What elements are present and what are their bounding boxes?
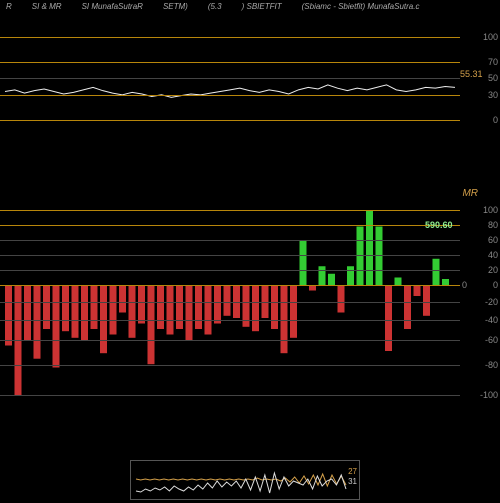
mr-axis-label: 20 [488, 265, 498, 275]
mr-axis-label: 80 [488, 220, 498, 230]
rsi-gridline [0, 62, 460, 63]
mr-zero-right: 0 [462, 280, 467, 290]
mr-gridline [0, 255, 460, 256]
mr-gridline [0, 240, 460, 241]
mr-label: MR [462, 188, 478, 199]
mr-gridline [0, 210, 460, 211]
mr-gridline [0, 365, 460, 366]
rsi-gridline [0, 37, 460, 38]
mr-gridline [0, 395, 460, 396]
mr-gridline [0, 340, 460, 341]
rsi-gridline [0, 78, 460, 79]
mr-gridline [0, 285, 460, 286]
rsi-axis-label: 100 [483, 32, 498, 42]
mr-high-value: 590.60 [425, 220, 453, 230]
mr-axis-label: 60 [488, 235, 498, 245]
mr-axis-label: -20 [485, 297, 498, 307]
rsi-current-value: 55.31 [460, 69, 483, 79]
mr-axis-label: -100 [480, 390, 498, 400]
bottom-indicator-panel: 27 31 [130, 460, 360, 500]
mr-axis-label: -40 [485, 315, 498, 325]
rsi-gridline [0, 120, 460, 121]
rsi-gridline [0, 95, 460, 96]
bottom-value-1: 27 [348, 467, 357, 476]
mr-gridline [0, 225, 460, 226]
bottom-chart [131, 461, 361, 501]
mr-axis-label: 0 [493, 280, 498, 290]
mr-axis-label: 40 [488, 250, 498, 260]
mr-gridline [0, 270, 460, 271]
rsi-axis-label: 0 [493, 115, 498, 125]
rsi-axis-label: 70 [488, 57, 498, 67]
rsi-axis-label: 30 [488, 90, 498, 100]
mr-axis-label: -80 [485, 360, 498, 370]
mr-gridline [0, 320, 460, 321]
mr-axis-label: -60 [485, 335, 498, 345]
mr-axis-label: 100 [483, 205, 498, 215]
mr-gridline [0, 302, 460, 303]
bottom-value-2: 31 [348, 477, 357, 486]
rsi-axis-label: 50 [488, 73, 498, 83]
